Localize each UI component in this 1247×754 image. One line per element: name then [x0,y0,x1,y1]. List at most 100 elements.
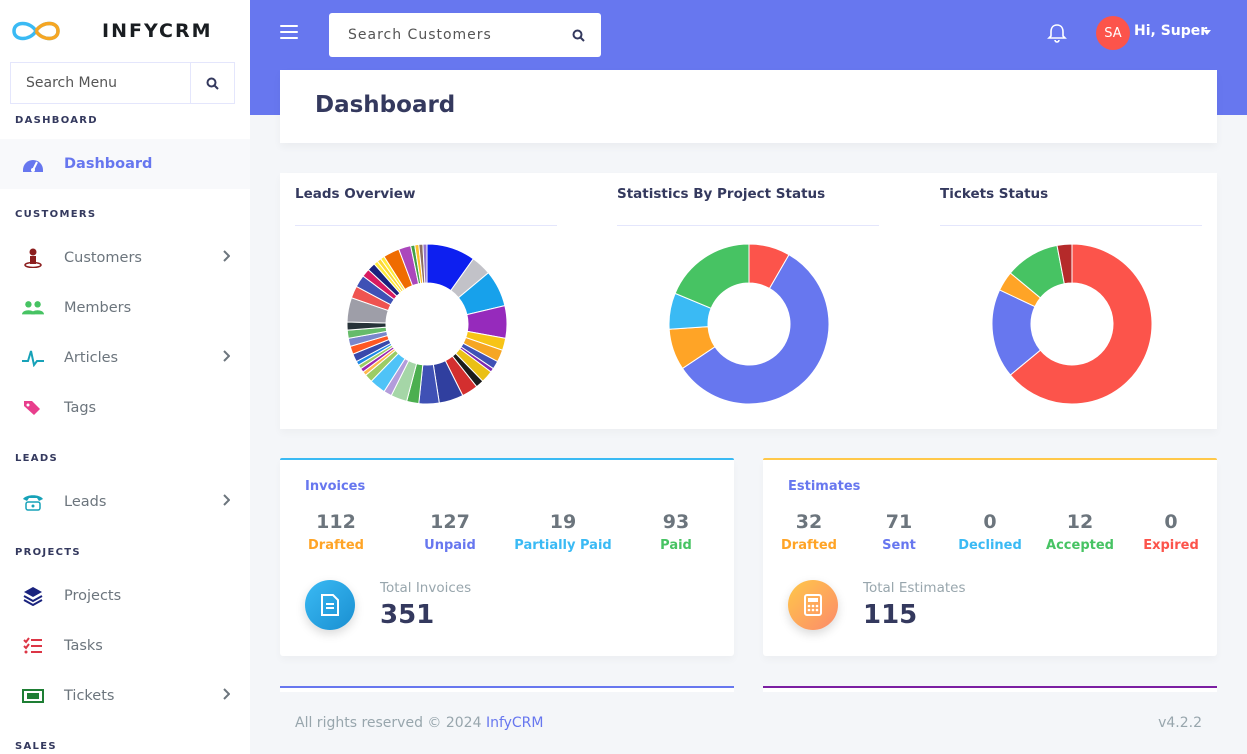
brand[interactable]: INFYCRM [0,0,250,62]
estimates-card: Estimates 32 Drafted 71 Sent 0 Declined … [763,458,1217,656]
total-label: Total Estimates [863,580,966,596]
stat-value: 19 [549,511,577,533]
card-accent-border [763,458,1217,460]
leads-doughnut [346,243,508,405]
user-greeting[interactable]: Hi, Super [1134,23,1208,39]
sidebar-item-label: Leads [64,494,107,510]
chart-title: Tickets Status [940,186,1049,202]
calculator-icon [788,580,838,630]
card-title[interactable]: Estimates [788,479,861,494]
stat-paid: 93 Paid [621,511,731,553]
members-icon [22,297,44,319]
stat-label: Partially Paid [514,538,612,553]
stat-label: Declined [958,538,1022,553]
stat-expired: 0 Expired [1116,511,1226,553]
sidebar-item-label: Projects [64,588,122,604]
dashboard-gauge-icon [22,153,44,175]
stat-value: 93 [662,511,690,533]
invoice-file-icon [305,580,355,630]
sidebar-item-customers[interactable]: Customers [0,233,250,283]
stat-label: Expired [1143,538,1199,553]
doughnut-slice[interactable] [674,243,750,309]
leads-overview-chart: Leads Overview [295,173,557,429]
customer-search-button[interactable] [555,29,601,42]
stat-label: Accepted [1046,538,1114,553]
stat-value: 0 [983,511,997,533]
tickets-status-doughnut [991,243,1153,405]
chart-title: Leads Overview [295,186,416,202]
stat-drafted: 112 Drafted [281,511,391,553]
avatar[interactable]: SA [1096,16,1130,50]
sidebar-item-tags[interactable]: Tags [0,383,250,433]
stat-label: Paid [660,538,692,553]
doughnut-slice[interactable] [1009,243,1153,405]
footer-brand-link[interactable]: InfyCRM [485,715,544,731]
footer: All rights reserved © 2024 InfyCRM v4.2.… [250,692,1247,754]
sidebar-item-projects[interactable]: Projects [0,571,250,621]
sidebar-item-members[interactable]: Members [0,283,250,333]
stat-value: 32 [795,511,823,533]
stat-value: 71 [885,511,913,533]
invoices-card: Invoices 112 Drafted 127 Unpaid 19 Parti… [280,458,734,656]
sidebar-item-label: Articles [64,350,119,366]
doughnut-slice[interactable] [1056,243,1073,285]
section-leads: LEADS [15,453,58,464]
page-header-card: Dashboard [280,70,1217,143]
sidebar-item-articles[interactable]: Articles [0,333,250,383]
stat-label: Unpaid [424,538,476,553]
card-accent-border [280,458,734,460]
stat-label: Drafted [308,538,364,553]
partial-card-left [280,686,734,696]
bell-icon[interactable] [1047,23,1067,43]
sidebar-item-label: Customers [64,250,142,266]
copyright-text: All rights reserved © 2024 InfyCRM [295,715,544,731]
layers-icon [22,585,44,607]
divider [295,225,557,226]
section-sales: SALES [15,741,57,752]
customer-search [329,13,601,57]
articles-pulse-icon [22,347,44,369]
partial-card-right [763,686,1217,696]
search-icon [206,77,219,90]
stat-value: 12 [1066,511,1094,533]
project-status-doughnut [668,243,830,405]
charts-card: Leads Overview Statistics By Project Sta… [280,173,1217,429]
ticket-icon [22,685,44,707]
menu-search [10,62,235,104]
tags-icon [22,397,44,419]
doughnut-slice[interactable] [681,254,830,405]
stat-value: 112 [316,511,356,533]
copyright-label: All rights reserved © 2024 [295,715,482,731]
caret-down-icon[interactable] [1203,30,1211,35]
hamburger-menu-icon[interactable] [280,25,298,41]
sidebar-item-label: Tickets [64,688,115,704]
tasks-checklist-icon [22,635,44,657]
section-customers: CUSTOMERS [15,209,97,220]
phone-icon [22,491,44,513]
stat-partially-paid: 19 Partially Paid [508,511,618,553]
stat-accepted: 12 Accepted [1025,511,1135,553]
stat-label: Sent [882,538,916,553]
sidebar-item-tasks[interactable]: Tasks [0,621,250,671]
card-title[interactable]: Invoices [305,479,366,494]
menu-search-button[interactable] [190,63,234,103]
sidebar-item-leads[interactable]: Leads [0,477,250,527]
section-projects: PROJECTS [15,547,81,558]
doughnut-slice[interactable] [422,243,428,284]
sidebar-item-tickets[interactable]: Tickets [0,671,250,721]
sidebar-item-label: Dashboard [64,156,153,172]
stat-sent: 71 Sent [844,511,954,553]
version-label: v4.2.2 [1158,715,1202,731]
stat-label: Drafted [781,538,837,553]
chevron-right-icon [223,494,230,506]
sidebar-item-dashboard[interactable]: Dashboard [0,139,250,189]
customer-search-input[interactable] [329,27,555,43]
sidebar-item-label: Tasks [64,638,103,654]
menu-search-input[interactable] [11,63,190,103]
total-label: Total Invoices [380,580,472,596]
sidebar-item-label: Members [64,300,132,316]
stat-value: 127 [430,511,470,533]
customer-person-icon [22,247,44,269]
sidebar: INFYCRM DASHBOARD Dashboard CUSTOMERS Cu… [0,0,250,754]
project-status-chart: Statistics By Project Status [617,173,879,429]
